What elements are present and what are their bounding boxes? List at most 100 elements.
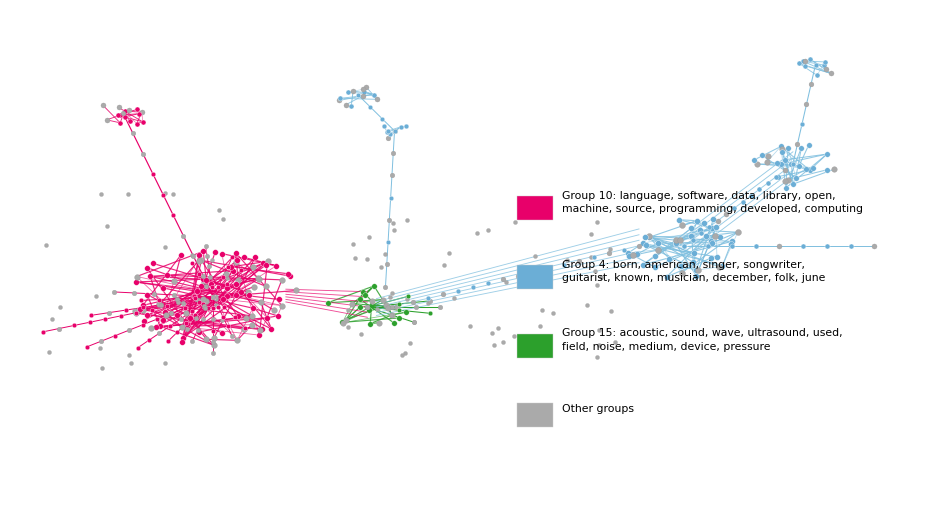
Point bbox=[769, 173, 784, 181]
Point bbox=[691, 266, 706, 274]
Point bbox=[230, 257, 244, 265]
Point bbox=[684, 232, 699, 241]
Point bbox=[135, 118, 150, 126]
Point bbox=[341, 88, 356, 96]
Point bbox=[384, 303, 399, 311]
Point bbox=[129, 278, 144, 286]
Point bbox=[583, 230, 598, 239]
Point bbox=[206, 341, 221, 349]
Point bbox=[195, 275, 210, 283]
Point bbox=[196, 272, 211, 281]
Point bbox=[345, 300, 360, 308]
Point bbox=[195, 300, 210, 308]
Point bbox=[480, 226, 495, 234]
Point bbox=[786, 160, 801, 168]
Point bbox=[668, 240, 683, 248]
FancyBboxPatch shape bbox=[517, 196, 553, 220]
Point bbox=[174, 323, 189, 331]
Point bbox=[436, 290, 451, 298]
Point bbox=[170, 311, 185, 319]
Point bbox=[215, 329, 230, 337]
Point bbox=[113, 119, 128, 127]
Point bbox=[405, 298, 420, 306]
Point bbox=[420, 294, 435, 302]
Point bbox=[669, 236, 684, 244]
Point bbox=[749, 160, 764, 168]
Point bbox=[784, 160, 799, 168]
Point bbox=[697, 219, 712, 227]
Point bbox=[650, 246, 665, 254]
Text: Group 4: born, american, singer, songwriter,
guitarist, known, musician, decembe: Group 4: born, american, singer, songwri… bbox=[562, 260, 826, 283]
Point bbox=[802, 166, 817, 174]
Point bbox=[369, 305, 384, 313]
Point bbox=[748, 242, 763, 250]
Point bbox=[93, 189, 108, 198]
Point bbox=[123, 358, 138, 367]
Point bbox=[80, 343, 95, 351]
Point bbox=[206, 293, 221, 301]
Point bbox=[480, 279, 495, 287]
Point bbox=[387, 127, 402, 135]
Point bbox=[184, 250, 199, 259]
Point bbox=[384, 172, 399, 180]
Point bbox=[381, 304, 396, 312]
Point bbox=[199, 297, 214, 305]
Point bbox=[355, 86, 370, 94]
Point bbox=[274, 276, 289, 284]
Point bbox=[129, 272, 144, 281]
Point bbox=[353, 303, 368, 311]
Point bbox=[206, 293, 221, 301]
Point bbox=[199, 335, 214, 344]
Point bbox=[194, 282, 209, 290]
Point bbox=[252, 274, 267, 283]
Point bbox=[590, 353, 605, 361]
FancyBboxPatch shape bbox=[517, 265, 553, 289]
Point bbox=[777, 177, 792, 185]
Point bbox=[484, 329, 499, 337]
Point bbox=[651, 239, 666, 247]
Point bbox=[676, 242, 691, 250]
Point bbox=[113, 111, 128, 119]
Point bbox=[705, 216, 720, 224]
Point bbox=[206, 304, 221, 312]
Point bbox=[206, 293, 221, 301]
Point bbox=[215, 249, 230, 258]
Point bbox=[242, 291, 257, 299]
Point bbox=[135, 306, 150, 314]
Point bbox=[250, 274, 265, 282]
Point bbox=[351, 91, 366, 99]
Point bbox=[238, 324, 253, 332]
Point bbox=[99, 116, 114, 124]
Point bbox=[341, 306, 355, 314]
Point bbox=[744, 191, 759, 200]
Point bbox=[84, 311, 99, 319]
Point bbox=[339, 101, 354, 109]
Point bbox=[245, 304, 260, 312]
Point bbox=[513, 349, 528, 357]
Point bbox=[466, 283, 480, 291]
Point bbox=[772, 242, 787, 250]
Point bbox=[701, 242, 716, 250]
Point bbox=[178, 304, 193, 312]
Point bbox=[185, 259, 200, 267]
Point bbox=[129, 309, 144, 317]
Point bbox=[689, 217, 704, 225]
Point bbox=[201, 304, 216, 312]
Point bbox=[715, 262, 730, 270]
Point bbox=[185, 337, 200, 345]
Point bbox=[382, 216, 397, 224]
Point bbox=[661, 254, 676, 263]
Point bbox=[692, 226, 707, 234]
Point bbox=[195, 315, 210, 323]
Point bbox=[724, 242, 739, 250]
Point bbox=[194, 256, 209, 264]
Point bbox=[718, 210, 733, 219]
Point bbox=[791, 59, 806, 68]
Point bbox=[220, 263, 235, 271]
Point bbox=[786, 180, 801, 188]
Point bbox=[592, 326, 606, 334]
Point bbox=[672, 236, 687, 244]
Point bbox=[135, 150, 150, 158]
Point bbox=[608, 338, 623, 346]
Point bbox=[336, 318, 351, 327]
